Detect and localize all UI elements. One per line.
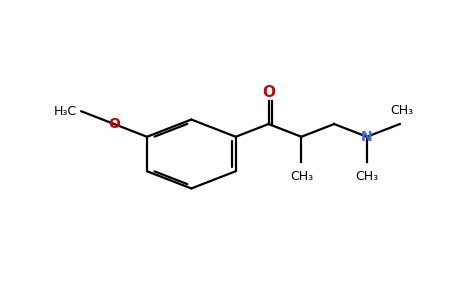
Text: H₃C: H₃C bbox=[54, 105, 77, 118]
Text: CH₃: CH₃ bbox=[355, 170, 379, 183]
Text: O: O bbox=[108, 117, 120, 131]
Text: CH₃: CH₃ bbox=[290, 170, 313, 183]
Text: N: N bbox=[361, 130, 373, 144]
Text: O: O bbox=[262, 85, 275, 99]
Text: CH₃: CH₃ bbox=[390, 103, 414, 116]
